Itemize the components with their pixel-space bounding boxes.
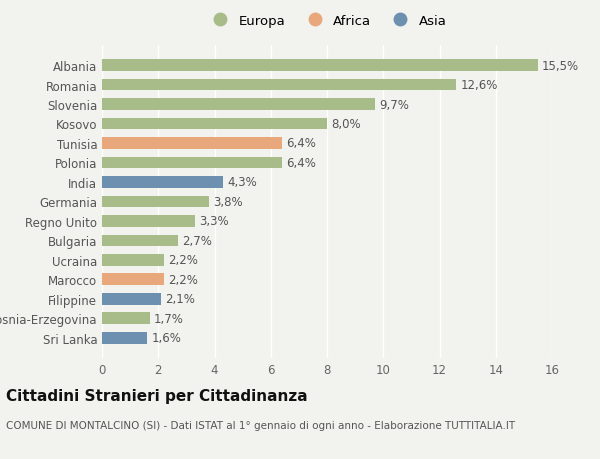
- Bar: [102, 216, 195, 227]
- Bar: [102, 235, 178, 246]
- Text: 8,0%: 8,0%: [331, 118, 361, 131]
- Bar: [102, 332, 147, 344]
- Text: 2,7%: 2,7%: [182, 235, 212, 247]
- Text: 3,3%: 3,3%: [199, 215, 229, 228]
- Bar: [102, 99, 375, 111]
- Bar: [102, 79, 457, 91]
- Text: 3,8%: 3,8%: [213, 196, 243, 208]
- Text: COMUNE DI MONTALCINO (SI) - Dati ISTAT al 1° gennaio di ogni anno - Elaborazione: COMUNE DI MONTALCINO (SI) - Dati ISTAT a…: [6, 420, 515, 430]
- Bar: [102, 254, 164, 266]
- Bar: [102, 138, 282, 150]
- Bar: [102, 177, 223, 188]
- Legend: Europa, Africa, Asia: Europa, Africa, Asia: [202, 10, 452, 33]
- Bar: [102, 196, 209, 208]
- Bar: [102, 274, 164, 285]
- Text: 15,5%: 15,5%: [542, 59, 579, 73]
- Text: 2,2%: 2,2%: [168, 273, 198, 286]
- Text: Cittadini Stranieri per Cittadinanza: Cittadini Stranieri per Cittadinanza: [6, 388, 308, 403]
- Bar: [102, 118, 327, 130]
- Text: 1,7%: 1,7%: [154, 312, 184, 325]
- Bar: [102, 60, 538, 72]
- Text: 4,3%: 4,3%: [227, 176, 257, 189]
- Text: 2,1%: 2,1%: [165, 293, 195, 306]
- Text: 6,4%: 6,4%: [286, 137, 316, 150]
- Text: 9,7%: 9,7%: [379, 98, 409, 111]
- Text: 2,2%: 2,2%: [168, 254, 198, 267]
- Bar: [102, 157, 282, 169]
- Text: 1,6%: 1,6%: [151, 331, 181, 345]
- Bar: [102, 293, 161, 305]
- Text: 6,4%: 6,4%: [286, 157, 316, 169]
- Text: 12,6%: 12,6%: [461, 79, 498, 92]
- Bar: [102, 313, 150, 325]
